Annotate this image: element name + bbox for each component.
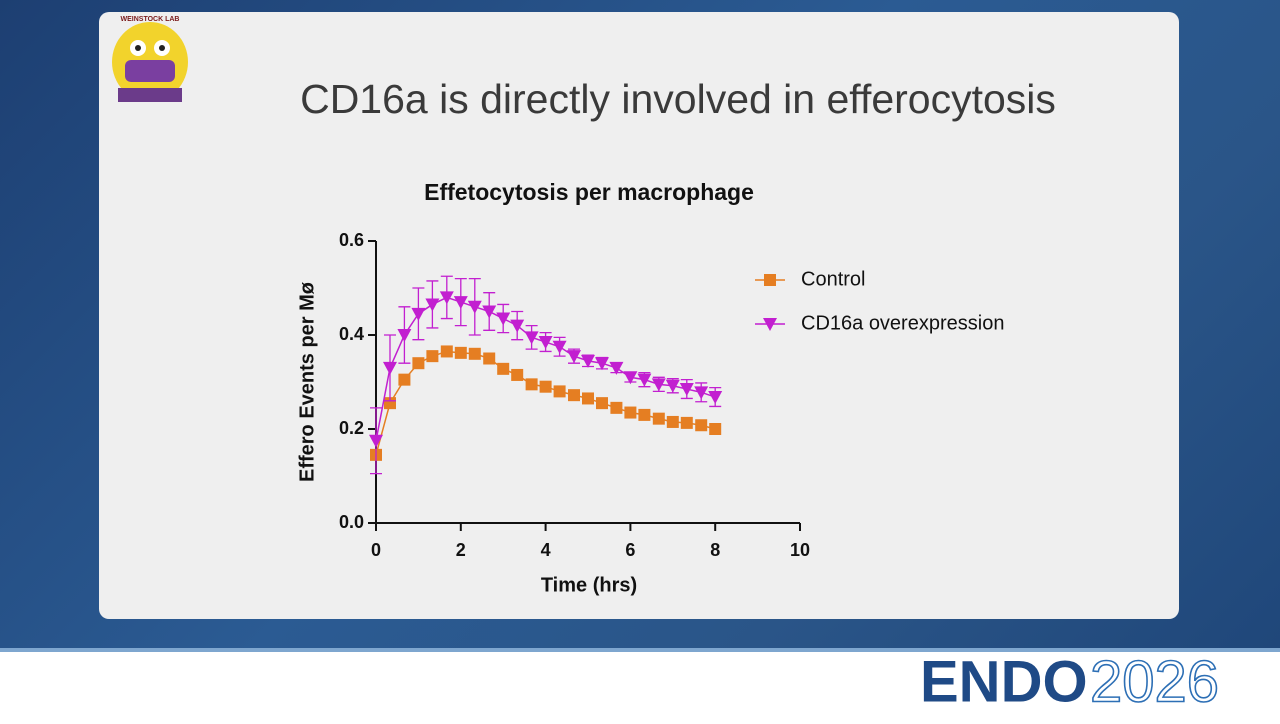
y-axis-label: Effero Events per Mø (296, 281, 318, 482)
marker (453, 296, 468, 310)
brand: ENDO (920, 649, 1088, 714)
marker (638, 408, 651, 421)
marker (382, 361, 397, 375)
marker (439, 291, 454, 305)
x-tick-label: 6 (625, 540, 635, 560)
marker (610, 401, 623, 414)
marker (525, 378, 538, 391)
marker (468, 347, 481, 360)
marker (595, 397, 608, 410)
marker (511, 368, 524, 381)
marker (694, 386, 709, 400)
legend-label: Control (801, 268, 865, 290)
marker (709, 423, 722, 435)
marker (369, 434, 383, 448)
marker (623, 371, 638, 385)
marker (624, 406, 637, 419)
marker (594, 357, 609, 371)
marker (665, 379, 680, 393)
chart-title: Effetocytosis per macrophage (424, 179, 754, 205)
marker (581, 354, 595, 368)
marker (425, 298, 440, 312)
marker (651, 378, 666, 392)
marker (552, 340, 567, 354)
marker (482, 305, 497, 319)
y-tick-label: 0.0 (339, 512, 364, 532)
y-tick-label: 0.2 (339, 418, 364, 438)
marker (440, 345, 453, 358)
series-line (375, 350, 716, 456)
marker (496, 312, 511, 326)
marker (397, 329, 412, 342)
brand-year: 2026 (1090, 649, 1219, 714)
marker (454, 346, 467, 359)
x-tick-label: 8 (710, 540, 720, 560)
marker (412, 357, 425, 370)
marker (763, 318, 777, 331)
marker (695, 419, 708, 432)
lab-logo: WEINSTOCK LAB (112, 16, 188, 102)
x-tick-label: 4 (541, 540, 551, 560)
x-tick-label: 2 (456, 540, 466, 560)
marker (398, 373, 411, 386)
marker (553, 385, 566, 398)
x-tick-label: 0 (371, 540, 381, 560)
marker (582, 392, 594, 405)
marker (680, 416, 693, 429)
marker (510, 319, 525, 333)
y-tick-label: 0.6 (339, 230, 364, 250)
marker (679, 383, 694, 397)
marker (666, 415, 679, 428)
marker (567, 350, 582, 364)
marker (426, 350, 439, 363)
marker (483, 352, 496, 365)
slide-title: CD16a is directly involved in efferocyto… (300, 76, 1056, 122)
marker (411, 307, 426, 321)
marker (524, 331, 539, 345)
marker (568, 389, 581, 402)
marker (764, 274, 776, 286)
x-axis-label: Time (hrs) (541, 574, 637, 596)
marker (708, 391, 723, 405)
marker (652, 412, 665, 425)
marker (538, 336, 553, 350)
x-tick-label: 10 (790, 540, 810, 560)
endo-logo: ENDO 2026 (920, 649, 1220, 716)
legend-label: CD16a overexpression (801, 312, 1004, 334)
marker (637, 373, 652, 387)
marker (539, 380, 552, 393)
y-tick-label: 0.4 (339, 324, 364, 344)
marker (467, 300, 482, 314)
lab-name: WEINSTOCK LAB (121, 16, 180, 23)
footer-band (0, 648, 1280, 724)
marker (497, 362, 510, 375)
slide-card (99, 12, 1179, 619)
marker (609, 361, 624, 375)
